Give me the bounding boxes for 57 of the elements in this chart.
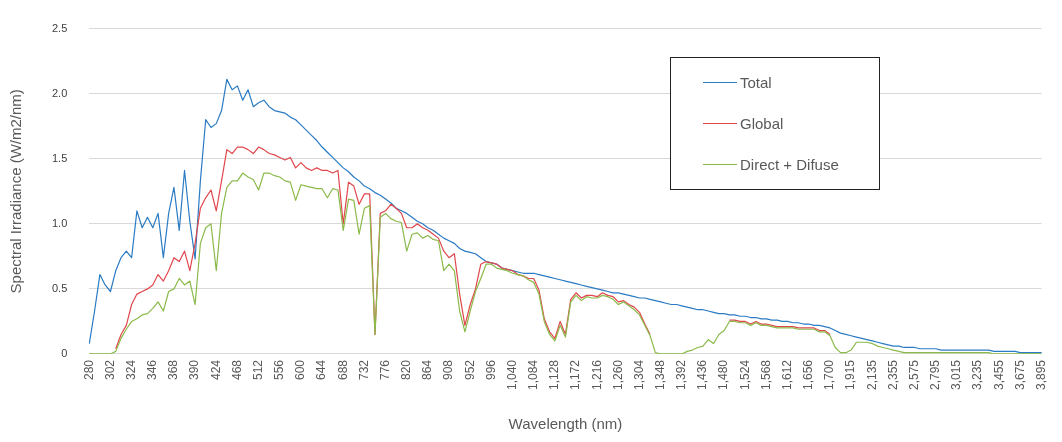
x-tick-label: 1,480 xyxy=(716,359,731,390)
x-tick-label: 2,135 xyxy=(864,359,879,390)
x-tick-label: 1,040 xyxy=(504,359,519,390)
y-tick-label: 1.0 xyxy=(51,216,68,229)
y-tick-label: 2.5 xyxy=(51,21,68,34)
x-tick-label: 556 xyxy=(272,359,287,380)
x-tick-label: 424 xyxy=(208,359,223,380)
x-tick-label: 644 xyxy=(314,359,329,380)
x-tick-label: 996 xyxy=(483,359,498,380)
x-tick-label: 1,915 xyxy=(843,359,858,390)
x-tick-label: 512 xyxy=(250,359,265,380)
x-tick-label: 600 xyxy=(293,359,308,380)
y-tick-label: 1.5 xyxy=(51,151,68,164)
x-tick-label: 3,675 xyxy=(1012,359,1027,390)
y-tick-label: 2.0 xyxy=(51,86,68,99)
x-axis-title: Wavelength (nm) xyxy=(508,415,623,433)
x-tick-label: 1,524 xyxy=(737,359,752,390)
x-tick-label: 302 xyxy=(102,359,117,380)
x-tick-label: 1,216 xyxy=(589,359,604,390)
y-tick-label: 0.5 xyxy=(51,281,68,294)
x-tick-label: 280 xyxy=(81,359,96,380)
x-tick-label: 1,436 xyxy=(695,359,710,390)
x-tick-label: 3,235 xyxy=(970,359,985,390)
x-tick-label: 2,575 xyxy=(906,359,921,390)
x-tick-label: 468 xyxy=(229,359,244,380)
x-tick-label: 952 xyxy=(462,359,477,380)
legend-label: Direct + Difuse xyxy=(740,156,839,173)
x-tick-label: 1,128 xyxy=(547,359,562,390)
y-tick-label: 0 xyxy=(61,347,68,359)
x-tick-label: 3,895 xyxy=(1033,359,1048,390)
x-tick-label: 368 xyxy=(166,359,181,380)
x-tick-label: 1,392 xyxy=(674,359,689,390)
legend-label: Total xyxy=(740,74,772,91)
x-tick-label: 864 xyxy=(420,359,435,380)
x-tick-label: 820 xyxy=(399,359,414,380)
x-tick-label: 3,455 xyxy=(991,359,1006,390)
x-tick-label: 3,015 xyxy=(949,359,964,390)
x-tick-label: 1,612 xyxy=(779,359,794,390)
legend-label: Global xyxy=(740,115,784,132)
x-tick-label: 1,656 xyxy=(801,359,816,390)
x-tick-label: 1,084 xyxy=(526,359,541,390)
x-tick-label: 2,355 xyxy=(885,359,900,390)
x-tick-label: 324 xyxy=(123,359,138,380)
x-tick-label: 1,700 xyxy=(822,359,837,390)
x-tick-label: 1,568 xyxy=(758,359,773,390)
x-tick-label: 1,260 xyxy=(610,359,625,390)
x-tick-label: 688 xyxy=(335,359,350,380)
y-axis-title: Spectral Irradiance (W/m2/nm) xyxy=(7,89,25,294)
x-tick-label: 390 xyxy=(187,359,202,380)
x-tick-label: 1,172 xyxy=(568,359,583,390)
x-tick-label: 1,348 xyxy=(652,359,667,390)
x-tick-label: 346 xyxy=(145,359,160,380)
x-tick-label: 1,304 xyxy=(631,359,646,390)
x-tick-label: 732 xyxy=(356,359,371,380)
x-tick-label: 776 xyxy=(377,359,392,380)
x-tick-label: 908 xyxy=(441,359,456,380)
x-tick-label: 2,795 xyxy=(928,359,943,390)
